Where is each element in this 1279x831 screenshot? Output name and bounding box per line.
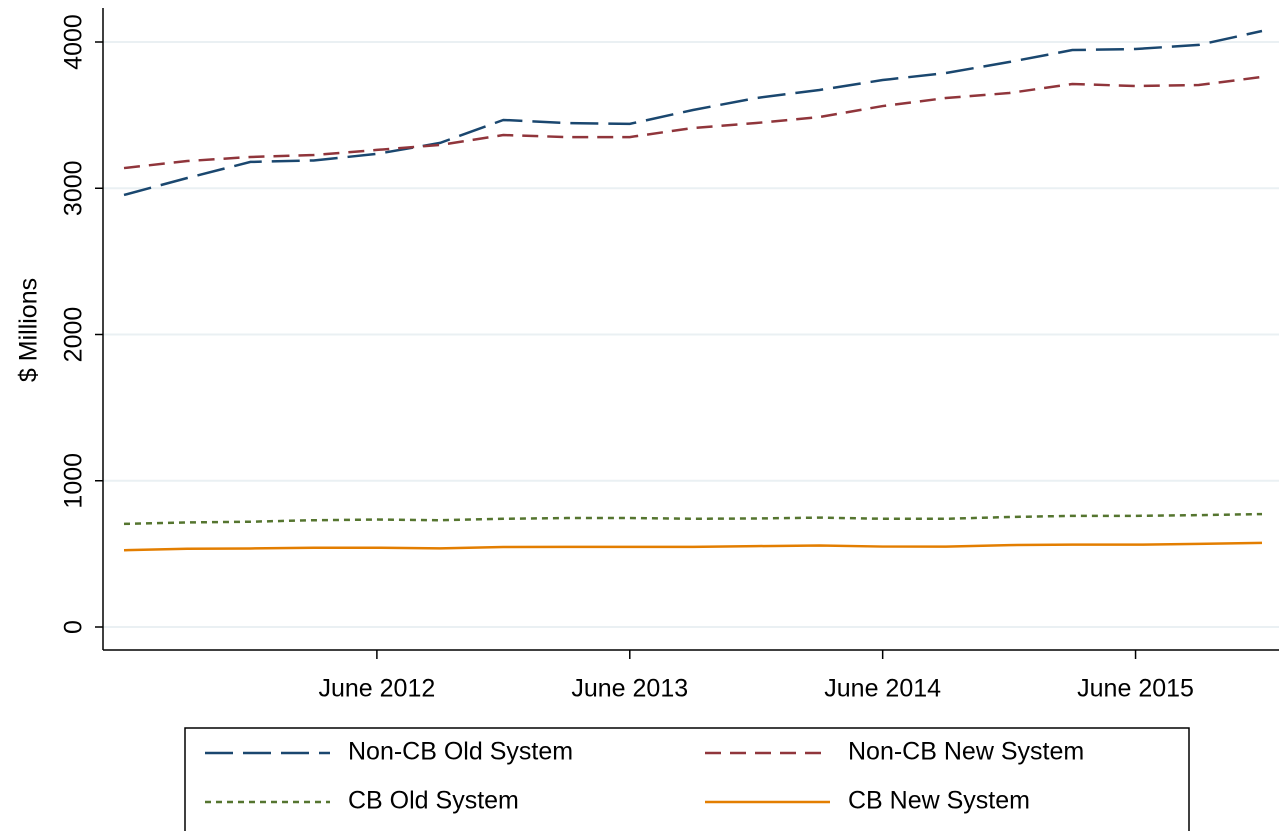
series-line [123,541,1263,552]
y-tick-label: 1000 [60,453,88,509]
y-tick-label: 2000 [60,307,88,363]
y-tick-label: 0 [60,620,88,634]
x-tick-label: June 2014 [824,675,941,703]
x-tick-label: June 2015 [1077,675,1194,703]
y-axis-label: $ Millions [15,278,43,382]
y-tick-label: 3000 [60,160,88,216]
series-line [123,512,1263,526]
y-tick-label: 4000 [60,14,88,70]
x-tick-label: June 2013 [571,675,688,703]
series-line [123,29,1263,197]
legend-box [184,727,1190,831]
legend-label: CB Old System [348,787,519,815]
series-line [123,75,1263,170]
legend-label: Non-CB Old System [348,738,573,766]
legend-label: Non-CB New System [848,738,1084,766]
x-tick-label: June 2012 [318,675,435,703]
legend-label: CB New System [848,787,1030,815]
